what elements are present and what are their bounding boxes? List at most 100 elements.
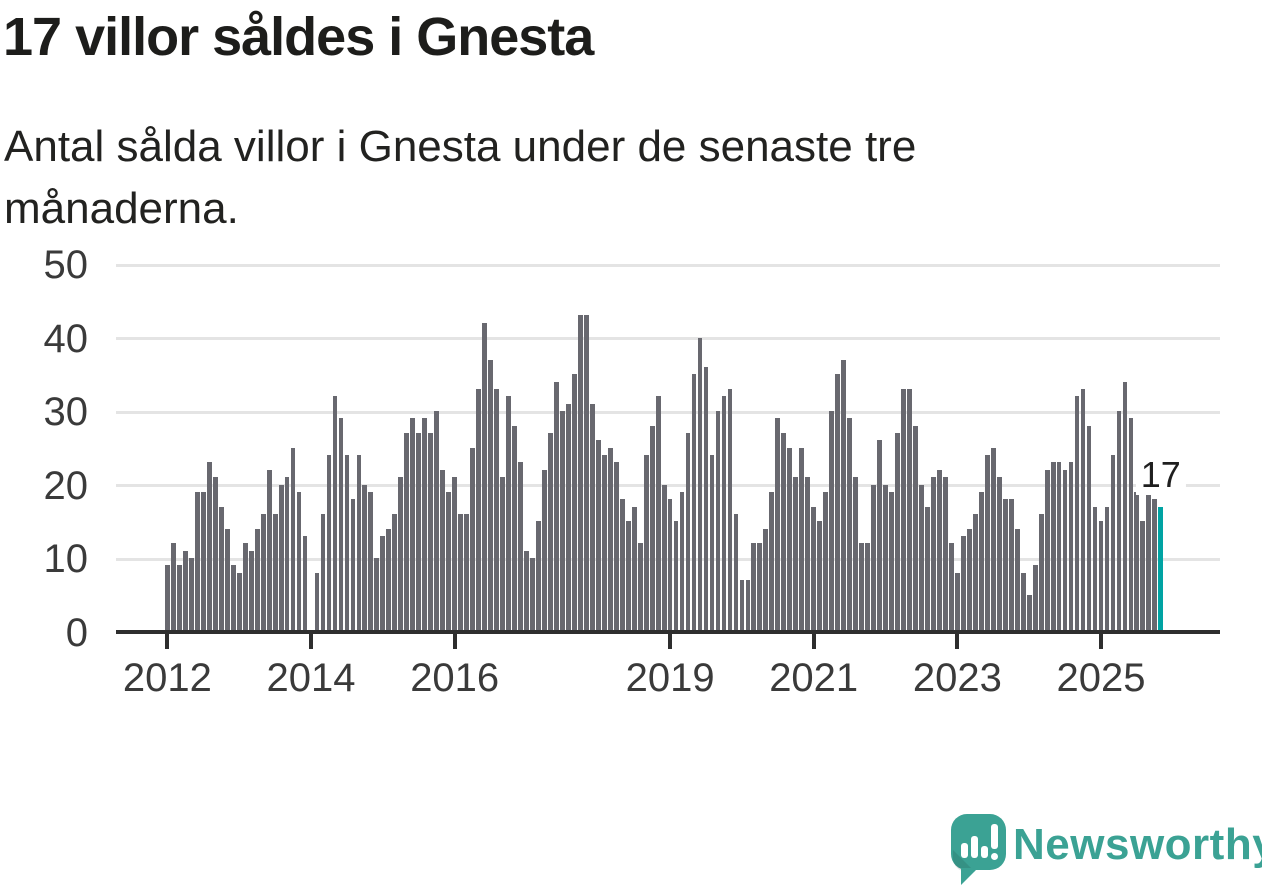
bar <box>751 543 757 630</box>
bar <box>200 491 206 630</box>
bar <box>524 550 529 630</box>
bar <box>410 418 416 630</box>
logo-chart-bar-icon <box>981 846 988 858</box>
gridline-y20 <box>116 484 1220 487</box>
bar <box>284 477 290 630</box>
bar <box>739 580 745 630</box>
bar <box>1146 491 1152 630</box>
bar <box>871 484 876 630</box>
bar <box>542 469 547 630</box>
bar <box>1140 521 1146 630</box>
x-axis-tick <box>452 633 457 649</box>
logo-chart-bar-icon <box>971 836 978 858</box>
bar <box>763 528 769 630</box>
bar <box>278 484 284 630</box>
bar <box>1152 499 1158 630</box>
bar <box>356 455 362 630</box>
bar <box>338 418 344 630</box>
bar <box>530 558 535 630</box>
bar <box>829 411 835 630</box>
bar <box>1008 499 1014 630</box>
bar <box>691 374 697 630</box>
bar <box>643 455 649 630</box>
y-axis-tick-label: 0 <box>65 610 88 655</box>
x-axis-tick <box>668 633 673 649</box>
bar <box>1044 469 1050 630</box>
bar <box>1104 506 1110 630</box>
bar <box>631 506 637 630</box>
bar <box>913 425 918 630</box>
bar <box>446 491 452 630</box>
bar <box>775 418 781 630</box>
bar <box>559 411 565 630</box>
bar <box>757 543 763 630</box>
logo-speech-bubble-icon <box>951 814 1006 872</box>
bar <box>571 374 577 630</box>
bar <box>1092 506 1098 630</box>
bar <box>302 535 308 630</box>
bar <box>176 565 182 630</box>
bar <box>907 388 912 630</box>
bar <box>595 440 601 630</box>
bar <box>230 565 236 630</box>
x-axis-tick <box>309 633 313 649</box>
bar <box>488 359 493 630</box>
y-axis-tick-label: 50 <box>43 243 89 287</box>
bar <box>470 447 475 630</box>
bar <box>859 543 864 630</box>
bar <box>1068 462 1074 630</box>
bar <box>667 499 673 630</box>
bar <box>416 433 422 630</box>
bar <box>476 388 481 630</box>
bar <box>290 447 296 630</box>
bar <box>601 455 607 630</box>
bar <box>721 396 727 630</box>
bar <box>942 477 948 630</box>
bar <box>236 572 242 630</box>
bar <box>1062 469 1068 630</box>
bar <box>452 477 458 630</box>
bar <box>320 513 326 630</box>
bar <box>1110 455 1116 630</box>
bar <box>853 477 859 630</box>
bar <box>422 418 428 630</box>
bar <box>703 366 709 630</box>
bar <box>344 455 350 630</box>
bar <box>811 506 817 630</box>
bar <box>937 469 942 630</box>
bar <box>212 477 218 630</box>
bar <box>954 572 960 630</box>
logo-bubble-tail <box>961 868 978 885</box>
bar <box>458 513 464 630</box>
bar <box>260 513 266 630</box>
bar <box>583 315 589 630</box>
bar <box>745 580 751 630</box>
bar <box>889 491 894 630</box>
bar <box>1050 462 1056 630</box>
bar <box>613 462 619 630</box>
bar <box>482 322 487 630</box>
bar <box>428 433 434 630</box>
x-axis-tick <box>1099 633 1103 649</box>
bar <box>925 506 930 630</box>
x-axis-tick <box>955 633 960 649</box>
bar <box>506 396 511 630</box>
bar <box>368 491 374 630</box>
bar <box>182 550 188 630</box>
bar <box>685 433 691 630</box>
bar <box>500 477 505 630</box>
bar <box>170 543 176 630</box>
bar <box>350 499 356 630</box>
bar <box>990 447 996 630</box>
bar <box>553 381 559 630</box>
bar <box>224 528 230 630</box>
bar <box>194 491 200 630</box>
logo-exclamation-icon <box>991 824 998 849</box>
bar <box>589 403 595 630</box>
bar <box>1134 491 1140 630</box>
bar <box>188 558 194 630</box>
gridline-y30 <box>116 410 1220 414</box>
bar <box>948 543 954 630</box>
bar <box>565 403 571 630</box>
